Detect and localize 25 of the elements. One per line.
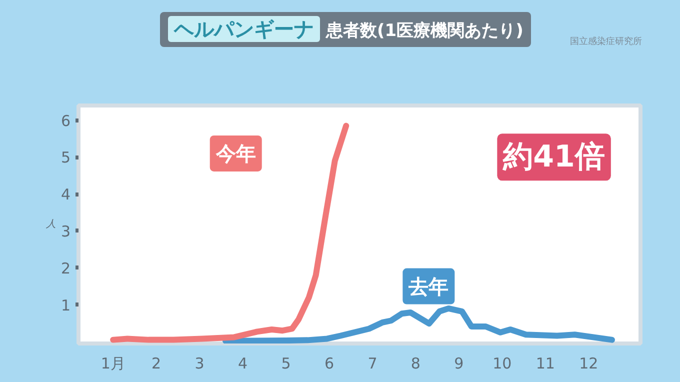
x-tick-label: 11 <box>536 354 555 372</box>
y-tick-label: 3 <box>60 222 71 240</box>
x-tick-label: 9 <box>454 354 464 372</box>
chart-subtitle: 患者数(1医療機関あたり) <box>326 21 524 41</box>
x-tick-label: 8 <box>410 354 420 372</box>
x-tick-label: 3 <box>194 354 204 372</box>
text: 国立感染症研究所 <box>570 36 642 49</box>
y-tick-label: 2 <box>60 259 71 278</box>
x-tick-label: 1月 <box>100 354 126 372</box>
x-tick-label: 5 <box>281 354 291 372</box>
x-tick-label: 7 <box>368 354 378 372</box>
x-tick-label: 10 <box>492 354 512 372</box>
y-tick-label: 4 <box>60 186 71 204</box>
x-tick-label: 12 <box>579 354 598 372</box>
annotation: 約41倍 <box>502 140 605 175</box>
text: 今年 <box>214 141 256 166</box>
x-tick-label: 6 <box>324 354 334 372</box>
x-tick-label: 4 <box>238 354 248 372</box>
series-label: 去年 <box>408 274 449 298</box>
y-tick-label: 6 <box>60 112 71 130</box>
y-tick-label: 1 <box>60 296 71 314</box>
y-axis-title: 人 <box>44 219 56 230</box>
y-tick-label: 5 <box>60 148 71 167</box>
chart-title: ヘルパンギーナ <box>168 16 320 42</box>
x-tick-label: 2 <box>152 354 162 372</box>
